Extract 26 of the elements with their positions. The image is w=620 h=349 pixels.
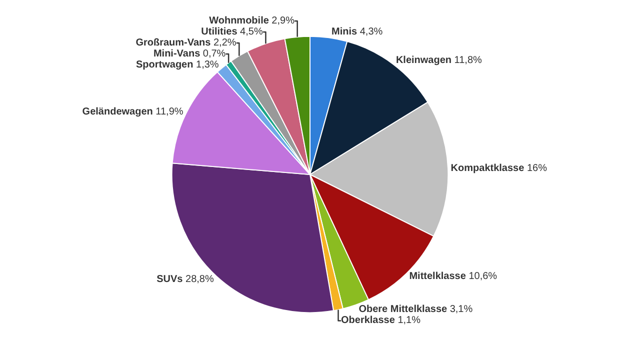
data-label: 3,1% xyxy=(450,304,473,316)
slice-label: Geländewagen xyxy=(82,106,153,118)
slice-label: Mittelklasse xyxy=(409,270,466,282)
slice-label: Oberklasse xyxy=(340,315,396,326)
slice-label: Minis xyxy=(332,26,358,38)
data-label: 28,8% xyxy=(185,274,214,285)
data-label: 4,5% xyxy=(240,26,263,38)
slice-label: Utilities xyxy=(201,26,238,38)
slice-label: Wohnmobile xyxy=(209,15,270,26)
data-label: 1,3% xyxy=(196,59,219,70)
slice-label: SUVs xyxy=(156,274,184,285)
slice-label: Kompaktklasse xyxy=(450,162,525,174)
data-label: 16% xyxy=(526,162,547,174)
data-label: 11,9% xyxy=(156,106,184,118)
data-label: 10,6% xyxy=(468,270,498,282)
data-label: 0,7% xyxy=(202,48,226,60)
data-label: 2,2% xyxy=(213,37,236,48)
slice-label: Sportwagen xyxy=(136,59,194,70)
data-label: 2,9% xyxy=(272,15,294,26)
slice-label: Obere Mittelklasse xyxy=(358,304,448,316)
data-label: 11,8% xyxy=(454,55,482,66)
slice-label: Großraum-Vans xyxy=(136,37,212,48)
data-label: 1,1% xyxy=(398,315,421,326)
data-label: 4,3% xyxy=(360,26,383,38)
slice-label: Mini-Vans xyxy=(153,48,201,60)
slice-label: Kleinwagen xyxy=(396,55,452,66)
